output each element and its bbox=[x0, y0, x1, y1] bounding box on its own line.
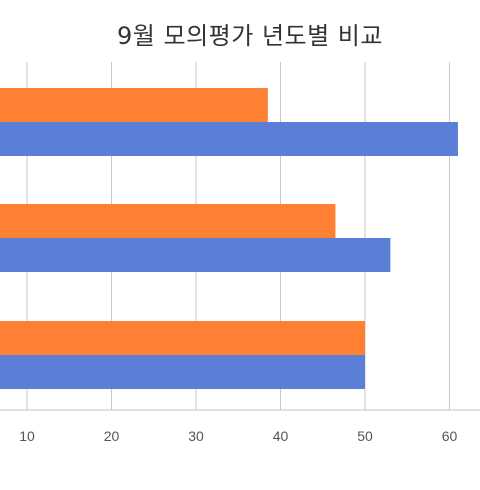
bar-group1-series1 bbox=[0, 88, 268, 122]
bar-group2-series1 bbox=[0, 204, 336, 238]
x-tick-label: 60 bbox=[442, 428, 458, 444]
x-axis-ticks: 10 20 30 40 50 60 bbox=[19, 428, 457, 444]
chart-title: 9월 모의평가 년도별 비교 bbox=[117, 22, 383, 50]
bar-group2-series2 bbox=[0, 238, 391, 272]
x-tick-label: 40 bbox=[273, 428, 289, 444]
x-tick-label: 30 bbox=[188, 428, 204, 444]
bar-group3-series1 bbox=[0, 321, 365, 355]
x-tick-label: 20 bbox=[104, 428, 120, 444]
x-tick-label: 10 bbox=[19, 428, 35, 444]
bars bbox=[0, 88, 458, 389]
x-tick-label: 50 bbox=[357, 428, 373, 444]
bar-group3-series2 bbox=[0, 355, 365, 389]
bar-group1-series2 bbox=[0, 122, 458, 156]
